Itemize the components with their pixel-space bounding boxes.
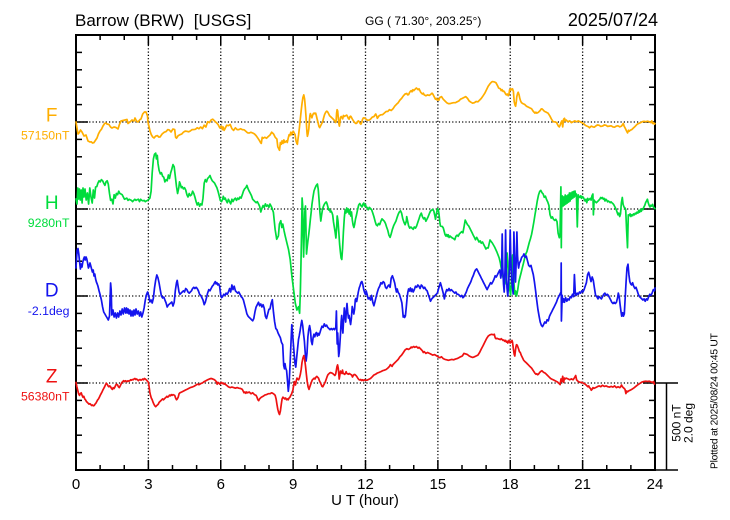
svg-text:-2.1deg: -2.1deg [28,304,70,318]
svg-text:GG ( 71.30°, 203.25°): GG ( 71.30°, 203.25°) [365,14,481,28]
svg-text:3: 3 [144,476,152,493]
svg-text:2.0 deg: 2.0 deg [682,403,696,443]
svg-text:18: 18 [502,476,519,493]
svg-text:H: H [45,193,59,214]
svg-text:2025/07/24: 2025/07/24 [568,10,658,30]
svg-text:15: 15 [430,476,447,493]
svg-text:9: 9 [289,476,297,493]
svg-text:6: 6 [217,476,225,493]
svg-text:24: 24 [647,476,664,493]
svg-text:9280nT: 9280nT [28,216,70,230]
svg-text:500 nT: 500 nT [670,404,684,442]
svg-text:Z: Z [46,367,58,388]
svg-text:D: D [45,281,59,302]
svg-text:Plotted at 2025/08/24 00:45 UT: Plotted at 2025/08/24 00:45 UT [710,333,721,469]
svg-text:Barrow (BRW) [USGS]: Barrow (BRW) [USGS] [75,11,251,30]
svg-text:F: F [46,106,58,127]
svg-text:12: 12 [357,476,374,493]
svg-text:0: 0 [72,476,80,493]
svg-text:21: 21 [574,476,591,493]
svg-text:U T (hour): U T (hour) [331,492,399,509]
svg-text:57150nT: 57150nT [21,129,70,143]
svg-text:56380nT: 56380nT [21,390,70,404]
